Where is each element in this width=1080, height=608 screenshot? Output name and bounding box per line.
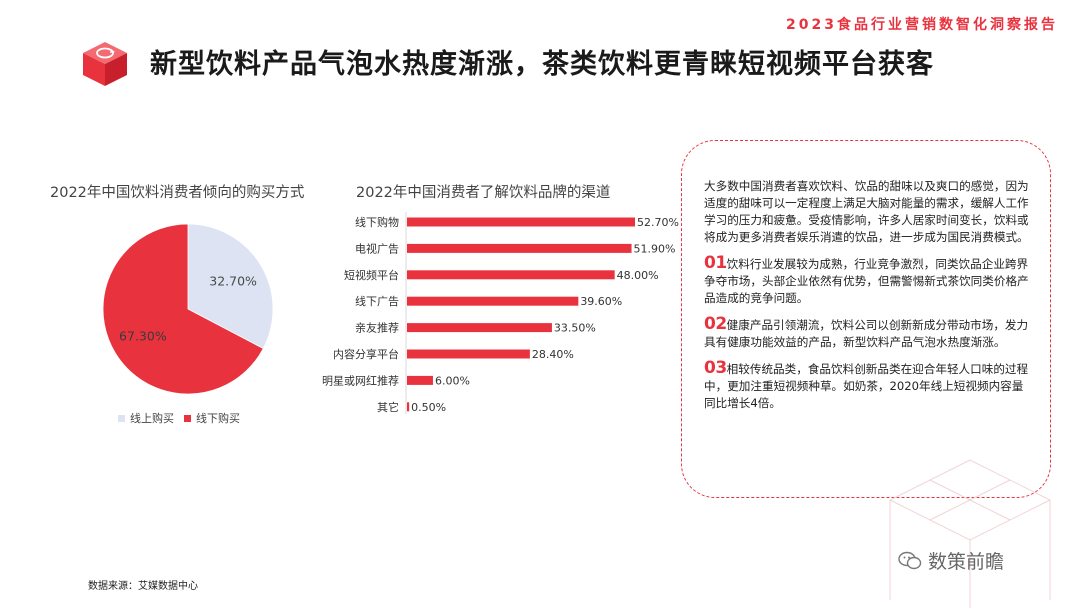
point-text: 饮料行业发展较为成熟，行业竞争激烈，同类饮品企业跨界争夺市场，头部企业依然有优势…	[704, 257, 1029, 305]
legend-swatch-online	[118, 414, 125, 422]
refresh-cube-icon	[83, 42, 127, 86]
legend-item-online: 线上购买	[118, 410, 174, 426]
bar-data-label: 52.70%	[637, 216, 679, 229]
point-text: 健康产品引领潮流，饮料公司以创新新成分带动市场，发力具有健康功能效益的产品，新型…	[704, 318, 1029, 349]
bar-category-label: 亲友推荐	[355, 321, 399, 335]
insight-point-3: 03相较传统品类，食品饮料创新品类在迎合年轻人口味的过程中，更加注重短视频种草。…	[704, 360, 1034, 412]
bar-category-label: 线下广告	[355, 294, 399, 308]
legend-item-offline: 线下购买	[184, 410, 240, 426]
bar	[407, 243, 632, 253]
data-source: 数据来源：艾媒数据中心	[88, 581, 198, 592]
bar	[407, 375, 433, 385]
bar-data-label: 51.90%	[634, 242, 676, 255]
point-number: 02	[704, 314, 727, 334]
pie-data-label: 67.30%	[119, 328, 167, 343]
wechat-icon	[898, 551, 922, 569]
bar-category-label: 电视广告	[355, 241, 399, 255]
insight-text: 大多数中国消费者喜欢饮料、饮品的甜味以及爽口的感觉，因为适度的甜味可以一定程度上…	[704, 178, 1034, 421]
pie-data-label: 32.70%	[209, 274, 257, 289]
insight-point-1: 01饮料行业发展较为成熟，行业竞争激烈，同类饮品企业跨界争夺市场，头部企业依然有…	[704, 255, 1034, 307]
bar	[407, 402, 410, 412]
bar	[407, 349, 530, 359]
bar-data-label: 48.00%	[617, 269, 659, 282]
bar	[407, 296, 579, 306]
legend-label-online: 线上购买	[130, 412, 174, 425]
bar-data-label: 39.60%	[580, 295, 622, 308]
bar-category-label: 其它	[377, 400, 399, 414]
bar-data-label: 33.50%	[554, 322, 596, 335]
insight-intro: 大多数中国消费者喜欢饮料、饮品的甜味以及爽口的感觉，因为适度的甜味可以一定程度上…	[704, 179, 1029, 244]
watermark: 数策前瞻	[898, 547, 1004, 574]
point-number: 01	[704, 253, 727, 273]
bar-category-label: 明星或网红推荐	[322, 373, 399, 387]
bar-data-label: 28.40%	[532, 348, 574, 361]
legend-swatch-offline	[184, 414, 191, 422]
pie-legend: 线上购买 线下购买	[118, 410, 240, 426]
bar-data-label: 6.00%	[435, 374, 470, 387]
pie-slice-1	[102, 223, 264, 395]
bar-data-label: 0.50%	[411, 401, 446, 414]
point-number: 03	[704, 358, 727, 378]
bar-category-label: 短视频平台	[344, 268, 399, 282]
report-tag: 2023食品行业营销数智化洞察报告	[786, 17, 1058, 33]
insight-panel	[681, 140, 1051, 498]
pie-chart-title: 2022年中国饮料消费者倾向的购买方式	[50, 185, 305, 201]
pie-slice-0	[187, 223, 274, 350]
insight-point-2: 02健康产品引领潮流，饮料公司以创新新成分带动市场，发力具有健康功能效益的产品，…	[704, 316, 1034, 351]
bar-category-label: 内容分享平台	[333, 347, 399, 361]
point-text: 相较传统品类，食品饮料创新品类在迎合年轻人口味的过程中，更加注重短视频种草。如奶…	[704, 362, 1029, 410]
watermark-text: 数策前瞻	[928, 551, 1005, 573]
bar-chart-title: 2022年中国消费者了解饮料品牌的渠道	[356, 185, 611, 201]
bar	[407, 217, 635, 227]
bar	[407, 323, 552, 333]
page-title: 新型饮料产品气泡水热度渐涨，茶类饮料更青睐短视频平台获客	[150, 49, 934, 80]
legend-label-offline: 线下购买	[196, 412, 240, 425]
bar-category-label: 线下购物	[355, 215, 399, 229]
decorative-grid	[889, 459, 1051, 608]
bar	[407, 270, 615, 280]
